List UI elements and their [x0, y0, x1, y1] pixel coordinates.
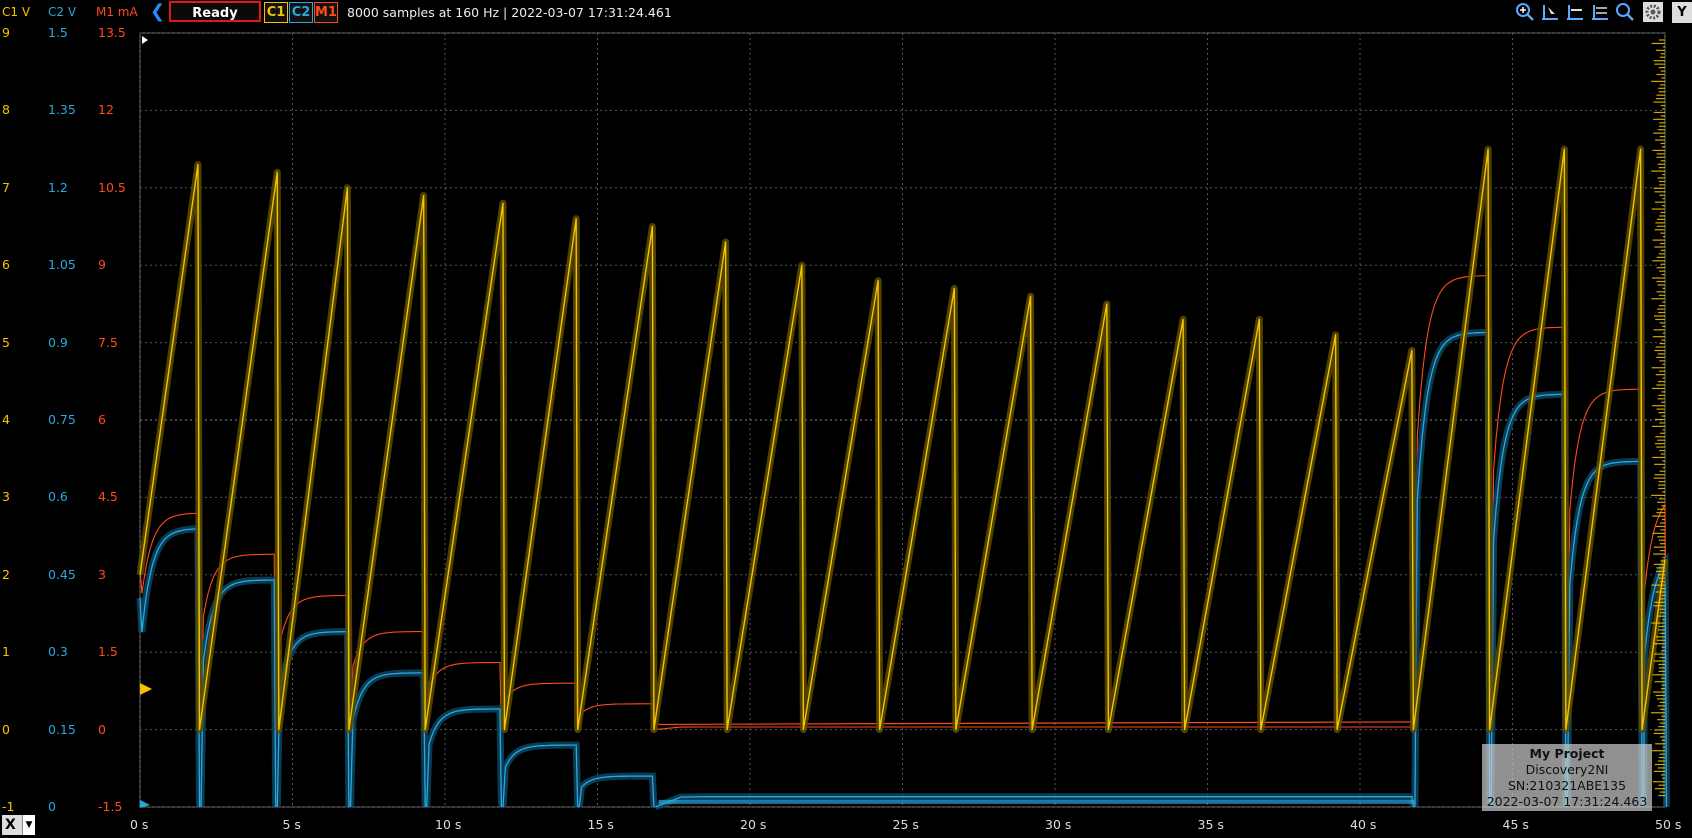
m1-y-tick-label: 6	[98, 412, 106, 427]
m1-y-tick-label: 12	[98, 102, 114, 118]
m1-y-tick-label: 10.5	[98, 179, 126, 195]
c1-trace-line	[139, 148, 1666, 731]
c1-y-tick-label: 8	[2, 102, 10, 118]
zoom-out-icon[interactable]	[1615, 2, 1635, 22]
c2-y-tick-label: 0.75	[48, 412, 76, 427]
c1-axis-header: C1 V	[2, 5, 31, 19]
x-tick-label: 0 s	[130, 817, 149, 832]
c1-y-tick-label: 7	[2, 179, 10, 195]
x-tick-label: 5 s	[282, 817, 301, 832]
c1-offset-marker	[140, 683, 152, 695]
x-axis-label: X	[5, 817, 16, 833]
m1-y-tick-label: -1.5	[98, 799, 123, 814]
c2-y-tick-label: 1.35	[48, 102, 76, 118]
settings-gear-icon[interactable]	[1643, 2, 1663, 22]
m1-y-tick-label: 9	[98, 257, 106, 273]
c2-y-tick-label: 1.5	[48, 25, 68, 40]
c1-histogram	[1651, 39, 1665, 797]
m1-y-tick-label: 3	[98, 566, 106, 582]
trigger-position-marker	[142, 36, 148, 44]
c2-y-tick-label: 1.2	[48, 179, 68, 195]
c1-y-tick-label: 5	[2, 334, 10, 350]
c1-trace	[136, 145, 1669, 734]
x-tick-label: 10 s	[435, 817, 462, 832]
c1-y-tick-label: 1	[2, 644, 10, 660]
device-timestamp: 2022-03-07 17:31:24.463	[1486, 794, 1648, 809]
c2-axis-header: C2 V	[48, 5, 77, 19]
project-name: My Project	[1529, 746, 1605, 761]
m1-trace-line	[139, 275, 1668, 731]
vertical-cursor-icon[interactable]	[1590, 2, 1610, 22]
c1-y-tick-label: 0	[2, 721, 10, 737]
y-axis-button[interactable]: Y	[1672, 2, 1692, 23]
x-tick-label: 50 s	[1655, 817, 1682, 832]
c1-y-tick-label: -1	[2, 799, 15, 814]
back-arrow-icon[interactable]: ❮	[150, 1, 166, 22]
channel-c1-button[interactable]: C1	[264, 2, 288, 23]
x-tick-label: 25 s	[892, 817, 919, 832]
device-info-box: My Project Discovery2NI SN:210321ABE135 …	[1482, 744, 1652, 811]
m1-y-tick-label: 0	[98, 721, 106, 737]
c2-offset-marker	[140, 800, 150, 808]
x-tick-label: 30 s	[1045, 817, 1072, 832]
channel-m1-button[interactable]: M1	[314, 2, 338, 23]
x-tick-label: 40 s	[1350, 817, 1377, 832]
m1-y-tick-label: 13.5	[98, 25, 126, 40]
cursor-tool-icon[interactable]	[1540, 2, 1560, 22]
x-tick-label: 35 s	[1197, 817, 1224, 832]
c2-y-tick-label: 0	[48, 799, 56, 814]
c1-y-tick-label: 3	[2, 489, 10, 505]
x-tick-label: 15 s	[587, 817, 614, 832]
m1-axis-header: M1 mA	[96, 5, 138, 19]
m1-y-tick-label: 7.5	[98, 334, 118, 350]
c2-y-tick-label: 0.15	[48, 721, 76, 737]
plot-grid	[139, 32, 1666, 808]
device-serial: SN:210321ABE135	[1507, 778, 1627, 793]
acquisition-info: 8000 samples at 160 Hz | 2022-03-07 17:3…	[347, 5, 672, 20]
x-tick-label: 45 s	[1502, 817, 1529, 832]
c2-y-tick-label: 0.6	[48, 489, 68, 505]
c1-y-tick-label: 6	[2, 257, 10, 273]
c1-y-tick-label: 4	[2, 412, 10, 427]
x-axis-button[interactable]: X ▼	[2, 815, 35, 835]
device-name: Discovery2NI	[1525, 762, 1609, 777]
x-tick-label: 20 s	[740, 817, 767, 832]
zoom-icon[interactable]	[1515, 2, 1535, 22]
m1-y-tick-label: 1.5	[98, 644, 118, 660]
trigger-markers	[140, 36, 152, 808]
c2-y-tick-label: 0.3	[48, 644, 68, 660]
m1-trace	[139, 275, 1668, 731]
status-ready-button[interactable]: Ready	[169, 1, 261, 22]
horizontal-cursor-icon[interactable]	[1565, 2, 1585, 22]
c1-y-tick-label: 2	[2, 566, 10, 582]
m1-y-tick-label: 4.5	[98, 489, 118, 505]
chevron-down-icon[interactable]: ▼	[22, 815, 35, 835]
channel-c2-button[interactable]: C2	[289, 2, 313, 23]
c1-y-tick-label: 9	[2, 25, 10, 40]
c2-y-tick-label: 0.9	[48, 334, 68, 350]
top-toolbar: C1 V C2 V M1 mA ❮ Ready C1 C2 M1 8000 sa…	[0, 0, 1692, 25]
c2-y-tick-label: 1.05	[48, 257, 76, 273]
c2-y-tick-label: 0.45	[48, 566, 76, 582]
